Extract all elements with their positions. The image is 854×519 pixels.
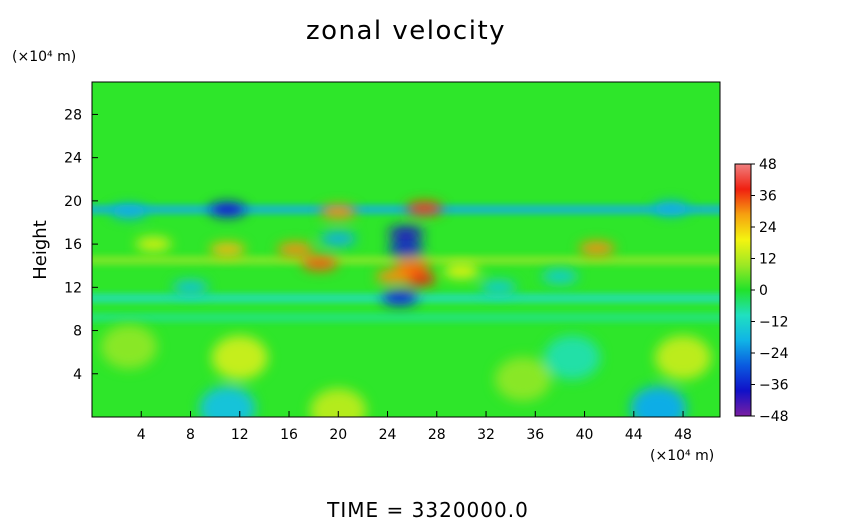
colorbar-tick-label: 36 <box>759 189 777 205</box>
contour-feature <box>135 237 172 252</box>
contour-feature <box>381 291 418 306</box>
y-axis: 4 8 12 16 20 24 28 <box>64 107 98 383</box>
contour-feature <box>301 256 338 271</box>
x-axis: 4 8 12 16 20 24 28 32 36 40 44 48 <box>137 411 692 443</box>
x-tick-label: 12 <box>231 427 249 443</box>
colorbar-tick-label: 48 <box>759 157 777 173</box>
contour-feature <box>541 269 578 284</box>
contour-feature <box>320 204 357 219</box>
contour-feature <box>443 264 480 279</box>
contour-feature <box>199 386 256 417</box>
x-tick-label: 40 <box>576 427 594 443</box>
colorbar-tick-label: −48 <box>759 409 789 425</box>
contour-feature <box>494 357 551 402</box>
contour-feature <box>277 242 314 257</box>
x-tick-label: 44 <box>625 427 643 443</box>
contour-feature <box>630 386 687 417</box>
contour-feature <box>110 204 147 219</box>
plot-frame <box>91 81 721 418</box>
contour-feature <box>310 388 367 417</box>
contour-feature <box>100 324 157 369</box>
chart-title: zonal velocity <box>306 16 506 46</box>
contour-feature <box>480 280 517 295</box>
x-tick-label: 4 <box>137 427 146 443</box>
colorbar-tick-label: 12 <box>759 252 777 268</box>
x-tick-label: 48 <box>674 427 692 443</box>
contour-band <box>92 204 720 215</box>
y-tick-label: 24 <box>64 151 82 167</box>
y-unit-label: (×10⁴ m) <box>12 49 76 65</box>
y-tick-label: 12 <box>64 280 82 296</box>
y-tick-label: 20 <box>64 194 82 210</box>
colorbar-gradient <box>734 163 752 417</box>
contour-feature <box>394 258 431 273</box>
contour-feature <box>375 269 412 284</box>
x-tick-label: 28 <box>428 427 446 443</box>
y-tick-label: 4 <box>73 367 82 383</box>
contour-feature <box>388 241 424 256</box>
x-unit-label: (×10⁴ m) <box>650 448 714 464</box>
x-tick-label: 32 <box>477 427 495 443</box>
colorbar: 48 36 24 12 0 −12 −24 −36 −48 <box>734 157 789 425</box>
contour-feature <box>209 242 246 257</box>
contour-feature <box>172 280 209 295</box>
y-tick-label: 28 <box>64 107 82 123</box>
contour-feature <box>388 226 424 241</box>
contour-feature <box>406 201 443 216</box>
contour-feature <box>544 335 601 380</box>
contour-feature <box>655 335 712 380</box>
x-tick-label: 16 <box>280 427 298 443</box>
colorbar-tick-label: −12 <box>759 315 789 331</box>
contour-feature <box>652 201 689 216</box>
contour-feature <box>209 202 246 217</box>
colorbar-tick-label: −24 <box>759 346 789 362</box>
colorbar-tick-label: 24 <box>759 220 777 236</box>
x-tick-label: 24 <box>379 427 397 443</box>
colorbar-tick-label: −36 <box>759 378 789 394</box>
x-tick-label: 8 <box>186 427 195 443</box>
y-tick-label: 8 <box>73 324 82 340</box>
contour-band <box>92 312 720 323</box>
y-tick-label: 16 <box>64 237 82 253</box>
plot-area <box>92 82 720 417</box>
x-tick-label: 20 <box>329 427 347 443</box>
contour-feature <box>320 231 357 246</box>
contour-feature <box>578 241 615 256</box>
time-footer: TIME = 3320000.0 <box>326 498 529 519</box>
contour-feature <box>211 335 268 380</box>
colorbar-tick-label: 0 <box>759 283 768 299</box>
x-tick-label: 36 <box>526 427 544 443</box>
y-axis-label: Height <box>30 220 51 280</box>
